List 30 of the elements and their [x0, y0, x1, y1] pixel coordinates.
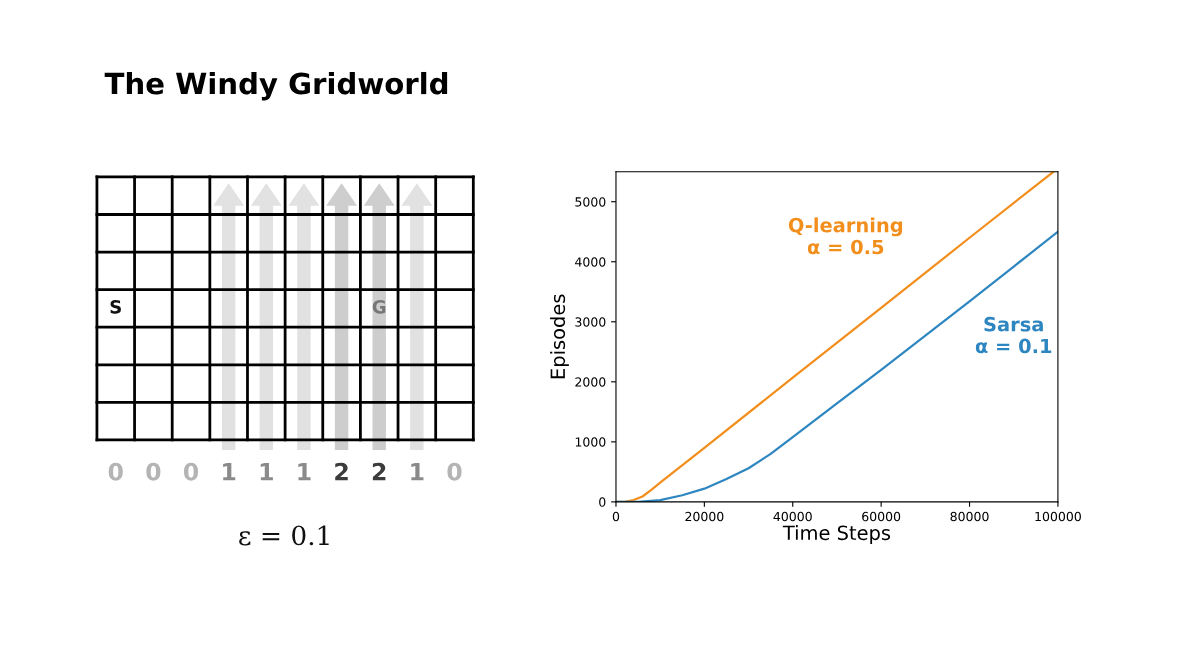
- category-label: 0: [108, 462, 123, 481]
- x-tick-label: 60000: [862, 511, 901, 522]
- series-label: Q-learning α = 0.5: [788, 217, 903, 255]
- y-tick-label: 1000: [575, 437, 606, 447]
- x-tick-label: 40000: [773, 511, 812, 522]
- y-tick-label: 5000: [575, 197, 606, 207]
- category-label: 2: [372, 462, 386, 481]
- category-label: 0: [447, 462, 462, 481]
- series-label: Sarsa α = 0.1: [975, 316, 1052, 354]
- x-tick-label: 20000: [685, 511, 724, 522]
- y-tick-label: 3000: [575, 317, 606, 327]
- category-label: 0: [183, 462, 199, 481]
- x-tick-label: 0: [612, 511, 620, 522]
- x-tick-label: 100000: [1035, 511, 1081, 522]
- y-tick-label: 4000: [575, 257, 606, 267]
- text: ε = 0.1: [239, 525, 329, 546]
- y-tick-label: 2000: [575, 377, 606, 387]
- text: The Windy Gridworld: [104, 71, 448, 101]
- text: G: [372, 300, 386, 314]
- y-tick-label: 0: [599, 497, 606, 507]
- category-label: 1: [260, 463, 273, 481]
- category-label: 1: [411, 463, 424, 481]
- category-label: 2: [335, 462, 348, 481]
- category-label: 1: [223, 463, 236, 481]
- y-axis-title: Episodes: [550, 294, 569, 379]
- x-tick-label: 80000: [950, 511, 989, 522]
- x-axis-title: Time Steps: [782, 525, 891, 544]
- category-label: 1: [298, 463, 311, 481]
- text: S: [110, 300, 121, 314]
- category-label: 0: [146, 462, 161, 481]
